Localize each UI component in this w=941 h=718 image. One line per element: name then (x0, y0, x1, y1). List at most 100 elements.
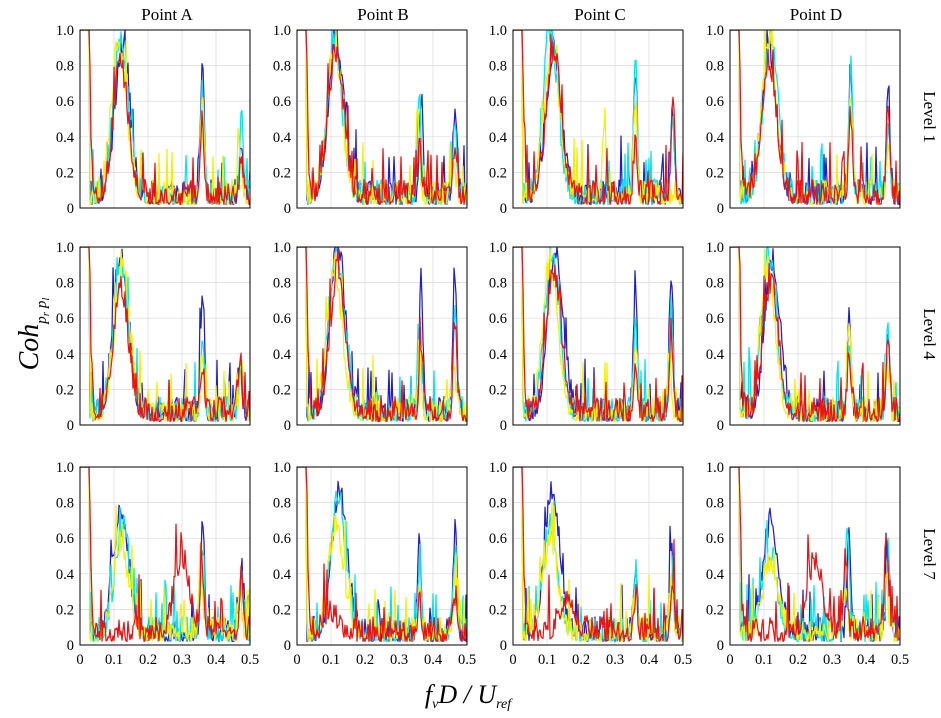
y-tick-label: 0 (500, 418, 507, 434)
panel-r1-c2: 0 0.2 0.4 0.6 0.8 1.0 (489, 240, 684, 434)
series-red-line (513, 467, 683, 642)
row-label-level-7: Level 7 (920, 528, 939, 580)
panel-r0-c2: 0 0.2 0.4 0.6 0.8 1.0 (489, 23, 684, 217)
series-red-line (297, 30, 467, 206)
y-tick-label: 0 (67, 418, 74, 434)
panel-r0-c0: 0 0.2 0.4 0.6 0.8 1.0 (56, 23, 251, 217)
y-tick-label: 0 (67, 201, 74, 217)
panel-frame (729, 246, 901, 426)
x-tick-label: 0.3 (823, 652, 841, 668)
panel-frame (79, 29, 251, 209)
x-tick-label: 0.5 (241, 652, 259, 668)
x-tick-label: 0.3 (606, 652, 624, 668)
panel-r1-c1: 0 0.2 0.4 0.6 0.8 1.0 (273, 240, 468, 434)
series-group (730, 467, 900, 643)
series-group (80, 467, 250, 643)
y-tick-label: 0.8 (706, 276, 724, 292)
y-tick-label: 0 (717, 418, 724, 434)
y-tick-label: 0.6 (489, 311, 507, 327)
y-tick-label: 0 (284, 418, 291, 434)
y-tick-label: 0.2 (56, 165, 74, 181)
x-tick-label: 0.2 (789, 652, 807, 668)
y-tick-label: 0.6 (273, 94, 291, 110)
y-tick-label: 0.8 (706, 59, 724, 75)
x-tick-label: 0 (509, 652, 516, 668)
x-tick-label: 0.3 (173, 652, 191, 668)
y-tick-label: 0.4 (489, 130, 508, 146)
x-axis-label: fvD / Uref (425, 680, 513, 712)
y-tick-label: 0 (67, 638, 74, 654)
y-tick-label: 0.2 (706, 602, 724, 618)
series-group (730, 247, 900, 423)
y-tick-label: 0.6 (56, 531, 74, 547)
y-tick-label: 1.0 (56, 460, 74, 476)
y-tick-label: 0.4 (489, 567, 508, 583)
series-yellow-line (513, 467, 683, 643)
y-tick-label: 0.8 (273, 496, 291, 512)
x-tick-label: 0.5 (674, 652, 692, 668)
series-cyan-line (80, 467, 250, 643)
panel-r2-c2: 0 0.2 0.4 0.6 0.8 1.0 0 0.1 0.2 0.3 0.4 0.5 (489, 460, 692, 668)
y-tick-label: 0 (717, 201, 724, 217)
series-red-line (730, 467, 900, 643)
x-tick-label: 0.4 (857, 652, 876, 668)
panel-r1-c0: 0 0.2 0.4 0.6 0.8 1.0 (56, 240, 251, 434)
y-tick-label: 0.4 (273, 567, 292, 583)
y-tick-label: 0.4 (56, 347, 75, 363)
svg-text:fvD / Uref: fvD / Uref (425, 680, 513, 712)
x-tick-label: 0.4 (640, 652, 659, 668)
x-tick-label: 0 (726, 652, 733, 668)
x-tick-label: 0.2 (356, 652, 374, 668)
x-tick-label: 0.4 (424, 652, 443, 668)
x-tick-label: 0.1 (538, 652, 556, 668)
series-yellow-line (80, 467, 250, 643)
series-group (80, 30, 250, 206)
series-yellow-line (730, 30, 900, 206)
y-tick-label: 0 (284, 638, 291, 654)
y-tick-label: 1.0 (706, 23, 724, 39)
y-tick-label: 1.0 (706, 460, 724, 476)
series-group (513, 247, 683, 423)
y-tick-label: 0.4 (706, 347, 725, 363)
y-tick-label: 0.6 (273, 311, 291, 327)
series-cyan-line (730, 467, 900, 643)
y-tick-label: 1.0 (489, 240, 507, 256)
y-axis-label: Cohpr pl (14, 298, 52, 371)
series-red-line (297, 247, 467, 423)
series-yellow-line (297, 467, 467, 643)
series-group (297, 30, 467, 206)
y-tick-label: 1.0 (56, 23, 74, 39)
y-tick-label: 0.6 (489, 94, 507, 110)
series-red-line (80, 247, 250, 423)
x-tick-label: 0.2 (139, 652, 157, 668)
panel-r2-c1: 0 0.2 0.4 0.6 0.8 1.0 0 0.1 0.2 0.3 0.4 0.5 (273, 460, 476, 668)
y-tick-label: 0.2 (489, 382, 507, 398)
series-red-line (730, 30, 900, 206)
series-red-line (513, 247, 683, 423)
row-label-level-4: Level 4 (920, 308, 939, 360)
y-tick-label: 0.4 (273, 130, 292, 146)
panel-frame (296, 29, 468, 209)
y-tick-label: 0.8 (489, 276, 507, 292)
series-group (297, 247, 467, 423)
panel-frame (512, 466, 684, 646)
x-tick-label: 0.5 (458, 652, 476, 668)
y-tick-label: 0.6 (489, 531, 507, 547)
y-tick-label: 0.2 (489, 602, 507, 618)
series-yellow-line (730, 247, 900, 423)
y-tick-label: 0.6 (706, 531, 724, 547)
panel-r0-c3: 0 0.2 0.4 0.6 0.8 1.0 (706, 23, 901, 217)
svg-text:Cohpr pl: Cohpr pl (14, 298, 52, 371)
y-tick-label: 0.8 (56, 59, 74, 75)
y-tick-label: 0.6 (706, 94, 724, 110)
y-tick-label: 0.6 (273, 531, 291, 547)
y-tick-label: 0.2 (56, 602, 74, 618)
column-title-point-a: Point A (141, 5, 193, 24)
y-tick-label: 0.4 (273, 347, 292, 363)
y-tick-label: 0.2 (489, 165, 507, 181)
y-tick-label: 0.2 (56, 382, 74, 398)
y-tick-label: 0.4 (489, 347, 508, 363)
y-tick-label: 0.2 (273, 602, 291, 618)
x-tick-label: 0 (76, 652, 83, 668)
